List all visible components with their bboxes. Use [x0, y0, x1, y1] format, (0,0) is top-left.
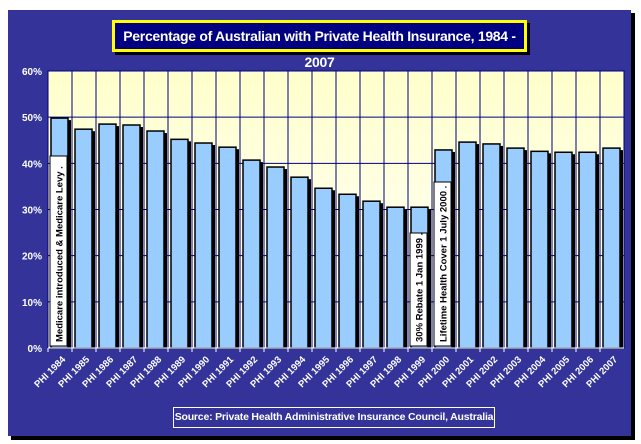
bar — [362, 200, 381, 349]
y-tick-label: 50% — [22, 113, 42, 124]
y-tick-label: 20% — [22, 252, 42, 263]
bar — [314, 187, 333, 349]
y-tick-label: 30% — [22, 206, 42, 217]
bar — [122, 124, 141, 349]
chart-title: Percentage of Australian with Private He… — [112, 20, 527, 70]
annotation-box — [433, 181, 452, 347]
bar — [530, 150, 549, 349]
bar — [554, 151, 573, 349]
annotation-box — [49, 155, 68, 347]
y-tick-label: 10% — [22, 298, 42, 309]
bar — [218, 146, 237, 349]
bar — [482, 143, 501, 349]
y-tick-label: 0% — [28, 344, 43, 355]
bars — [50, 117, 623, 349]
source-note: Source: Private Health Administrative In… — [173, 407, 495, 428]
annotations: Medicare introduced & Medicare Levy . 30%… — [49, 155, 452, 347]
bar — [578, 151, 597, 349]
bar — [146, 130, 165, 349]
bar — [98, 123, 117, 349]
annotation-text: 30% Rebate 1 Jan 1999 . — [415, 233, 426, 342]
bar — [338, 193, 357, 349]
bar — [242, 159, 261, 349]
annotation-text: Lifetime Health Cover 1 July 2000 . — [439, 186, 450, 342]
bar — [506, 147, 525, 349]
bar — [602, 147, 621, 349]
bar — [458, 141, 477, 349]
y-tick-label: 60% — [22, 67, 42, 78]
bar — [266, 166, 285, 349]
bar — [170, 138, 189, 349]
bar — [74, 128, 93, 349]
annotation-box — [409, 232, 428, 347]
y-axis: 0% 10% 20% 30% 40% 50% 60% — [22, 67, 42, 355]
bar — [290, 176, 309, 349]
annotation-text: Medicare introduced & Medicare Levy . — [55, 166, 66, 342]
y-tick-label: 40% — [22, 159, 42, 170]
bar — [194, 142, 213, 349]
bar — [386, 206, 405, 349]
